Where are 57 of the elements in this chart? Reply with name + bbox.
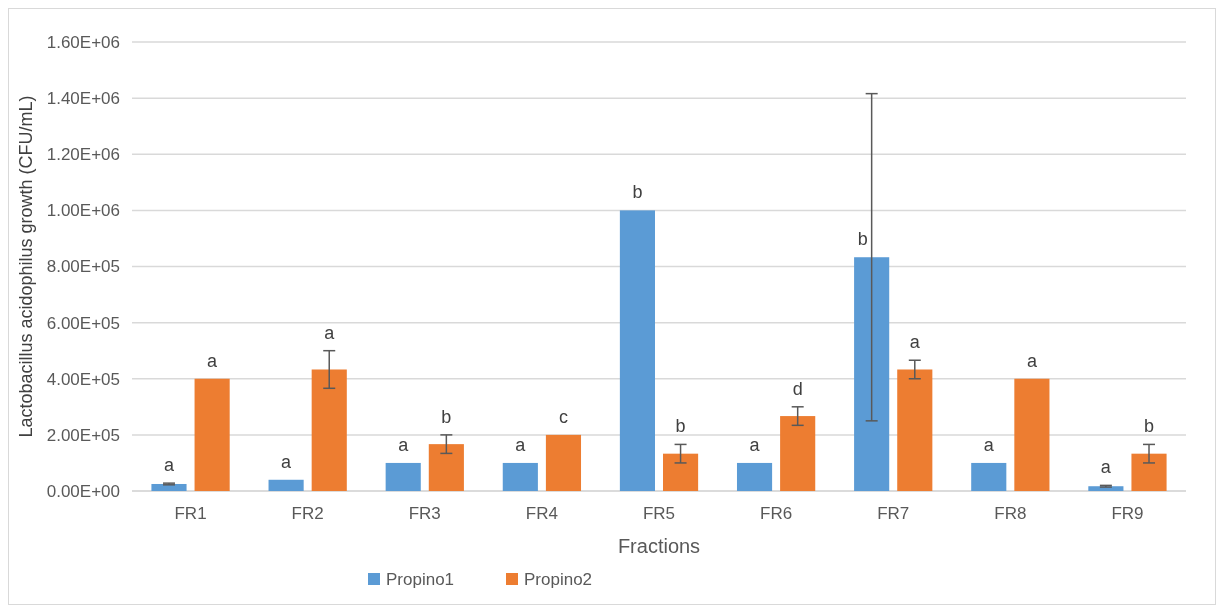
y-tick-label: 8.00E+05: [46, 257, 120, 277]
data-label: a: [207, 350, 219, 371]
bar: [268, 479, 304, 491]
data-label: a: [1100, 457, 1112, 478]
bar: [663, 453, 699, 491]
bar: [736, 462, 773, 491]
data-label: b: [1144, 416, 1155, 437]
data-label: a: [909, 332, 921, 353]
data-label: b: [675, 416, 686, 437]
bar: [1131, 453, 1167, 491]
y-tick-label: 6.00E+05: [46, 313, 120, 333]
data-label: a: [515, 434, 527, 455]
bar: [502, 462, 538, 491]
bar: [854, 257, 890, 491]
x-tick-label: FR6: [760, 504, 793, 523]
bar: [619, 210, 655, 491]
y-tick-label: 0.00E+00: [46, 481, 120, 501]
y-tick-label: 1.20E+06: [46, 145, 120, 165]
data-label: b: [857, 229, 868, 250]
bar: [311, 369, 347, 491]
x-tick-label: FR4: [525, 504, 558, 523]
data-label: a: [749, 434, 761, 455]
data-label: d: [792, 378, 803, 399]
y-tick-label: 1.60E+06: [46, 32, 120, 52]
data-label: a: [983, 434, 995, 455]
data-label: a: [1026, 350, 1038, 371]
data-label: b: [441, 406, 452, 427]
y-tick-label: 1.00E+06: [46, 201, 120, 221]
x-tick-label: FR9: [1111, 504, 1144, 523]
bar: [151, 483, 187, 491]
data-label: b: [632, 182, 643, 203]
x-tick-label: FR5: [642, 504, 676, 523]
bar: [385, 462, 421, 491]
bar: [971, 462, 1007, 491]
bar: [897, 369, 933, 491]
y-tick-label: 4.00E+05: [46, 369, 120, 389]
y-tick-label: 2.00E+05: [46, 425, 120, 445]
x-tick-label: FR2: [291, 504, 324, 523]
data-label: a: [324, 322, 336, 343]
bar: [545, 434, 582, 491]
x-tick-label: FR8: [994, 504, 1027, 523]
x-tick-label: FR1: [174, 504, 207, 523]
bar: [428, 444, 464, 491]
bar: [1014, 378, 1050, 491]
data-label: a: [281, 451, 293, 472]
y-tick-label: 1.40E+06: [46, 89, 120, 109]
x-axis-title: Fractions: [617, 535, 701, 557]
data-label: a: [163, 455, 175, 476]
y-axis-title: Lactobacillus acidophilus growth (CFU/mL): [16, 95, 36, 438]
x-tick-label: FR3: [408, 504, 441, 523]
legend-label: Propino1: [386, 569, 455, 589]
legend-label: Propino2: [524, 569, 593, 589]
data-label: c: [558, 406, 568, 427]
data-label: a: [398, 434, 410, 455]
bar: [780, 416, 816, 491]
bar: [194, 378, 230, 491]
x-tick-label: FR7: [877, 504, 910, 523]
